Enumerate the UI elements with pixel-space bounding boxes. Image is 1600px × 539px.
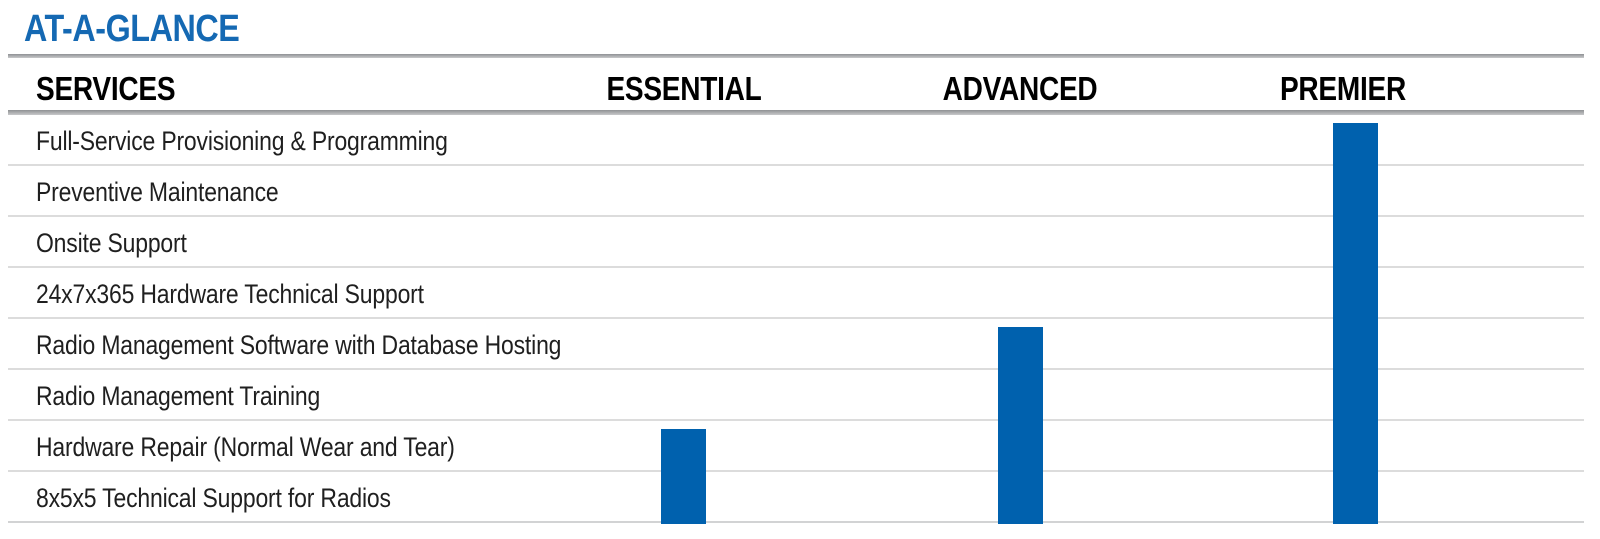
premier-coverage-bar (1333, 123, 1378, 524)
column-header-services: SERVICES (36, 70, 176, 107)
service-row: Preventive Maintenance (8, 166, 1584, 217)
header-divider-rule (8, 110, 1584, 115)
service-row: Radio Management Software with Database … (8, 319, 1584, 370)
column-header-advanced: ADVANCED (942, 70, 1098, 107)
service-label: 8x5x5 Technical Support for Radios (36, 482, 391, 513)
column-header-premier: PREMIER (1279, 70, 1407, 107)
service-row: Full-Service Provisioning & Programming (8, 115, 1584, 166)
service-label: 24x7x365 Hardware Technical Support (36, 278, 424, 309)
service-label: Preventive Maintenance (36, 176, 279, 207)
service-label: Onsite Support (36, 227, 187, 258)
service-row: 24x7x365 Hardware Technical Support (8, 268, 1584, 319)
service-row: Hardware Repair (Normal Wear and Tear) (8, 421, 1584, 472)
page-title: AT-A-GLANCE (24, 8, 277, 51)
column-header-essential: ESSENTIAL (606, 70, 762, 107)
service-label: Hardware Repair (Normal Wear and Tear) (36, 431, 455, 462)
page-title-text: AT-A-GLANCE (24, 8, 240, 50)
services-rows: Full-Service Provisioning & Programming … (8, 115, 1584, 523)
advanced-coverage-bar (998, 327, 1043, 524)
service-label: Radio Management Software with Database … (36, 329, 562, 360)
essential-coverage-bar (661, 429, 706, 524)
title-divider-rule (8, 54, 1584, 58)
service-label: Radio Management Training (36, 380, 321, 411)
service-row: 8x5x5 Technical Support for Radios (8, 472, 1584, 523)
service-row: Radio Management Training (8, 370, 1584, 421)
service-label: Full-Service Provisioning & Programming (36, 125, 448, 156)
service-row: Onsite Support (8, 217, 1584, 268)
